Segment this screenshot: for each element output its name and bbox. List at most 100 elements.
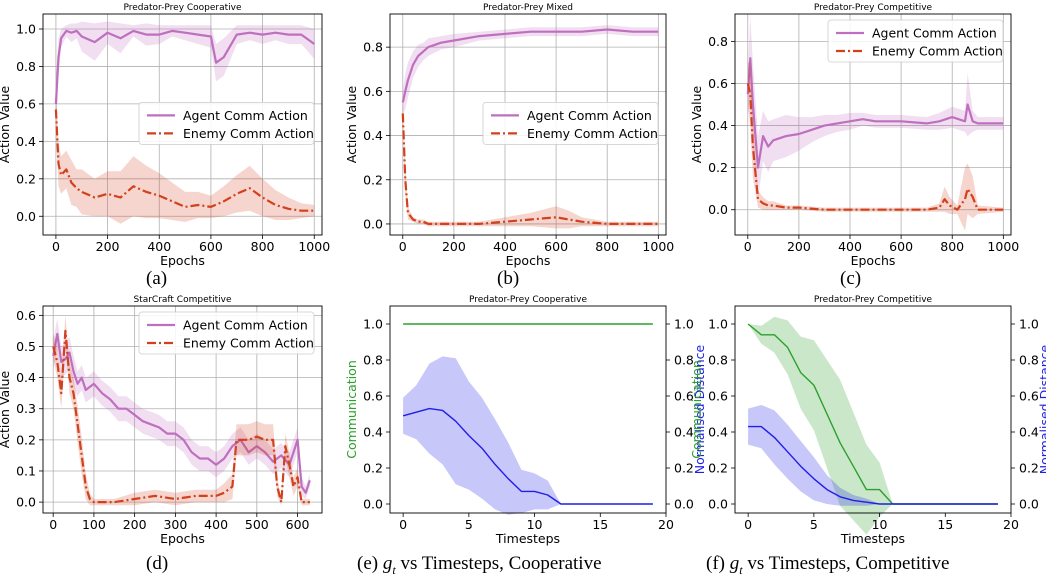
y-tick-label: 0.3 — [16, 401, 36, 416]
y-tick-label: 0.5 — [16, 339, 36, 354]
series-band — [55, 90, 315, 224]
legend: Agent Comm Action Enemy Comm Action — [827, 19, 1004, 63]
caption-f: (f) gt vs Timesteps, Competitive — [706, 553, 950, 577]
series-band — [748, 316, 998, 535]
y-tick-label: 0.2 — [708, 160, 728, 175]
y-tick-label: 0.8 — [708, 353, 728, 368]
series-line — [402, 407, 653, 505]
y-tick-label: 0.6 — [16, 96, 36, 111]
x-tick-label: 800 — [940, 239, 964, 254]
y-tick-label: 0.2 — [16, 432, 36, 447]
x-tick-label: 600 — [286, 517, 310, 532]
y-tick-label: 1.0 — [16, 21, 36, 36]
plot-frame — [389, 305, 667, 514]
y2-tick-label: 0.6 — [674, 389, 694, 404]
y-tick-label: 0.4 — [708, 425, 728, 440]
legend-box — [482, 102, 659, 145]
x-tick-label: 10 — [872, 517, 888, 532]
y-tick-label: 0.2 — [16, 171, 36, 186]
y-tick-label: 0.0 — [16, 495, 36, 510]
x-tick-label: 500 — [245, 517, 269, 532]
y-tick-label: 0.2 — [708, 461, 728, 476]
plot-frame — [734, 13, 1012, 236]
y-axis-label: Action Value — [0, 370, 12, 448]
y-tick-label: 0.4 — [16, 134, 36, 149]
caption-c: (c) — [840, 268, 862, 289]
x-tick-label: 600 — [199, 239, 223, 254]
chart-title: Predator-Prey Cooperative — [123, 3, 242, 13]
series-line — [52, 329, 310, 504]
legend-label: Enemy Comm Action — [183, 336, 314, 351]
y-axis-label: Action Value — [0, 85, 12, 163]
x-tick-label: 800 — [595, 239, 619, 254]
y2-tick-label: 0.4 — [674, 425, 694, 440]
caption-e: (e) gt vs Timesteps, Cooperative — [357, 553, 602, 577]
x-tick-label: 1000 — [987, 239, 1019, 254]
y-tick-label: 0.0 — [708, 497, 728, 512]
series-band — [402, 25, 659, 114]
x-tick-label: 600 — [544, 239, 568, 254]
plot-frame — [42, 13, 323, 236]
x-tick-label: 15 — [592, 517, 608, 532]
legend-box — [827, 19, 1004, 63]
y-tick-label: 0.0 — [16, 209, 36, 224]
y-tick-label: 0.4 — [16, 370, 36, 385]
x-tick-label: 0 — [744, 517, 752, 532]
legend: Agent Comm Action Enemy Comm Action — [138, 102, 315, 145]
y-tick-label: 0.6 — [363, 389, 383, 404]
chart-5: 0 5 10 15 200.0 0.00.2 0.20.4 0.40.6 0.60.8 0.81.… — [689, 295, 1046, 546]
x-tick-label: 0 — [744, 239, 752, 254]
caption-b: (b) — [497, 268, 520, 289]
y-tick-label: 1.0 — [708, 317, 728, 332]
y-tick-label: 0.8 — [708, 34, 728, 49]
x-tick-label: 20 — [658, 517, 674, 532]
chart-title: Predator-Prey Cooperative — [469, 295, 588, 305]
x-tick-label: 200 — [123, 517, 147, 532]
y2-axis-label: Normalised Distance — [692, 344, 707, 474]
y-tick-label: 0.1 — [16, 463, 36, 478]
caption-a: (a) — [146, 268, 168, 289]
legend-label: Agent Comm Action — [183, 108, 308, 123]
y-tick-label: 0.6 — [708, 76, 728, 91]
series-band — [747, 16, 1004, 200]
y2-tick-label: 0.8 — [1019, 353, 1039, 368]
x-tick-label: 10 — [527, 517, 543, 532]
y-axis-label: Action Value — [344, 85, 359, 163]
legend-label: Enemy Comm Action — [527, 126, 658, 141]
x-tick-label: 20 — [1003, 517, 1019, 532]
x-tick-label: 200 — [787, 239, 811, 254]
series-line — [54, 109, 315, 212]
x-tick-label: 5 — [465, 517, 473, 532]
y-tick-label: 0.4 — [363, 425, 383, 440]
x-axis-label: Timesteps — [840, 531, 905, 546]
y-tick-label: 0.4 — [363, 128, 383, 143]
y2-tick-label: 0.8 — [674, 353, 694, 368]
y-tick-label: 0.6 — [16, 308, 36, 323]
y-tick-label: 0.2 — [363, 172, 383, 187]
series-line — [746, 83, 1004, 211]
x-tick-label: 1000 — [298, 239, 330, 254]
x-tick-label: 0 — [399, 239, 407, 254]
y-axis-label: Communication — [689, 360, 704, 459]
legend-label: Agent Comm Action — [872, 26, 997, 41]
x-tick-label: 400 — [147, 239, 171, 254]
series-band — [403, 356, 653, 515]
y2-tick-label: 1.0 — [1019, 317, 1039, 332]
y-tick-label: 0.8 — [363, 353, 383, 368]
y-axis-label: Action Value — [689, 85, 704, 163]
caption-d: (d) — [146, 553, 169, 574]
y-tick-label: 0.6 — [708, 389, 728, 404]
chart-title: Predator-Prey Competitive — [814, 295, 933, 305]
y-tick-label: 0.8 — [363, 40, 383, 55]
plot-frame — [734, 305, 1012, 514]
x-axis-label: Epochs — [506, 253, 551, 268]
legend-box — [138, 102, 315, 145]
y-tick-label: 0.0 — [363, 497, 383, 512]
x-axis-label: Timesteps — [495, 531, 560, 546]
x-tick-label: 800 — [251, 239, 275, 254]
x-tick-label: 0 — [399, 517, 407, 532]
y-tick-label: 0.8 — [16, 59, 36, 74]
x-tick-label: 400 — [204, 517, 228, 532]
y-tick-label: 0.6 — [363, 84, 383, 99]
y-tick-label: 0.4 — [708, 118, 728, 133]
